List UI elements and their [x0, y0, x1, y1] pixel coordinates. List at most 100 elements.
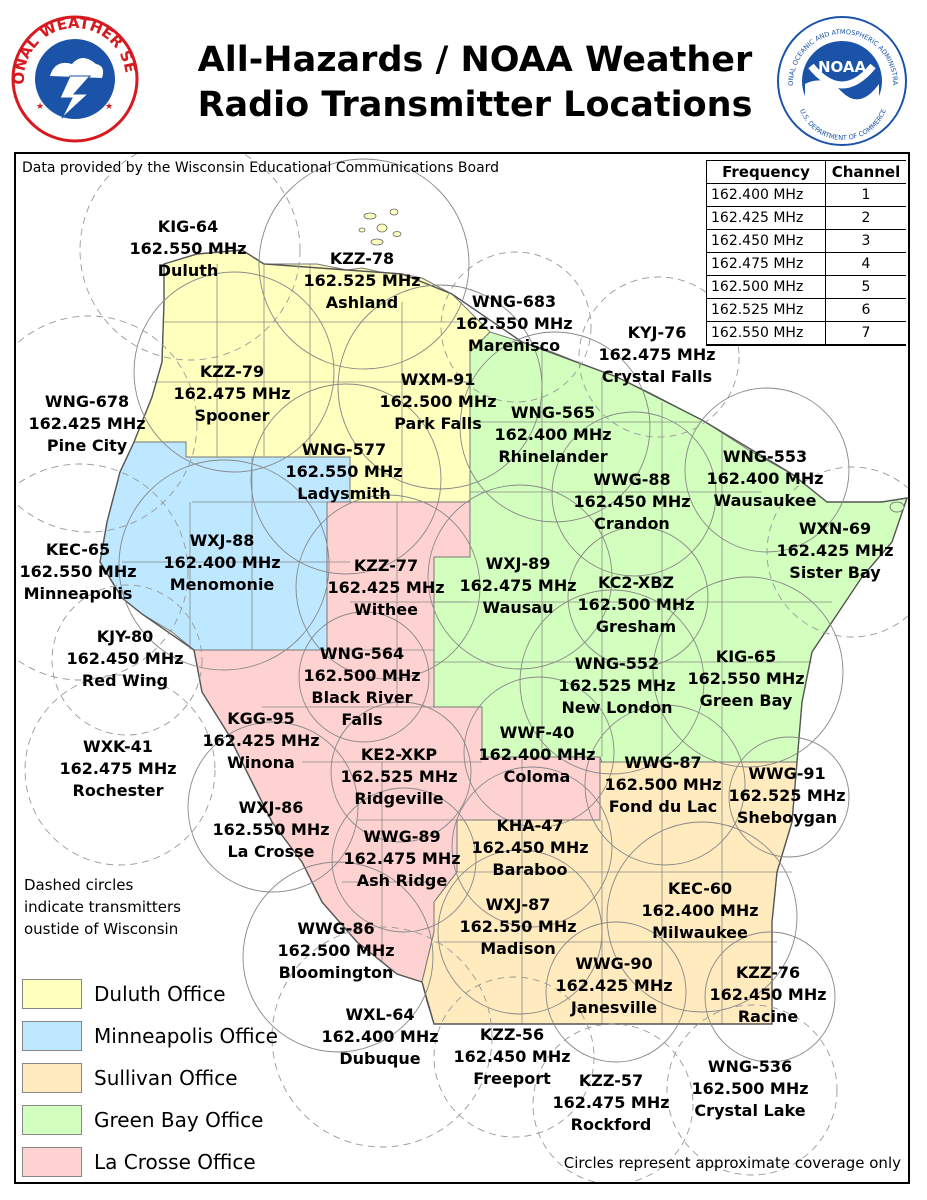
city: Racine — [737, 1007, 799, 1026]
transmitter-label-kec-60: KEC-60 162.400 MHz Milwaukee — [641, 878, 758, 944]
city: Bloomington — [278, 963, 394, 982]
frequency: 162.450 MHz — [66, 649, 184, 668]
frequency-channel-table: Frequency Channel 162.400 MHz 1 162.425 M… — [706, 160, 906, 346]
callsign: KEC-65 — [45, 540, 111, 559]
callsign: KE2-XKP — [360, 745, 438, 764]
callsign: WWF-40 — [499, 723, 575, 742]
legend-label: Sullivan Office — [94, 1066, 238, 1090]
callsign: WXJ-89 — [485, 554, 551, 573]
frequency: 162.525 MHz — [340, 767, 458, 786]
nws-logo: NATIONAL WEATHER SERVICE ★ ★ — [10, 14, 140, 143]
callsign: WNG-552 — [574, 654, 660, 673]
city: New London — [561, 698, 673, 717]
callsign: KHA-47 — [496, 816, 564, 835]
frequency-cell: 162.525 MHz — [706, 298, 826, 322]
legend-swatch — [22, 979, 82, 1009]
transmitter-label-kig-64: KIG-64 162.550 MHz Duluth — [129, 216, 246, 282]
channel-cell: 2 — [825, 206, 906, 230]
table-row: 162.425 MHz 2 — [706, 206, 906, 230]
callsign: WXJ-88 — [189, 531, 255, 550]
callsign: KZZ-78 — [329, 249, 395, 268]
callsign: WXJ-87 — [485, 895, 551, 914]
channel-cell: 7 — [825, 321, 906, 346]
frequency: 162.525 MHz — [728, 786, 846, 805]
svg-text:★: ★ — [105, 102, 113, 112]
frequency-cell: 162.425 MHz — [706, 206, 826, 230]
city: Spooner — [194, 406, 270, 425]
callsign: WWG-86 — [297, 919, 375, 938]
frequency: 162.525 MHz — [303, 271, 421, 290]
frequency: 162.550 MHz — [212, 820, 330, 839]
frequency: 162.425 MHz — [327, 578, 445, 597]
callsign: WNG-683 — [471, 292, 557, 311]
callsign: WXN-69 — [798, 519, 872, 538]
callsign: WNG-565 — [510, 403, 596, 422]
city: Milwaukee — [652, 923, 748, 942]
transmitter-label-wxj-88: WXJ-88 162.400 MHz Menomonie — [163, 530, 280, 596]
callsign: KZZ-77 — [353, 556, 419, 575]
frequency: 162.500 MHz — [691, 1079, 809, 1098]
frequency-cell: 162.475 MHz — [706, 252, 826, 276]
city: Rockford — [570, 1115, 652, 1134]
frequency: 162.450 MHz — [573, 492, 691, 511]
frequency: 162.475 MHz — [59, 759, 177, 778]
transmitter-label-wwg-86: WWG-86 162.500 MHz Bloomington — [277, 918, 394, 984]
city: Fond du Lac — [608, 797, 718, 816]
city: Ashland — [325, 293, 399, 312]
callsign: WNG-564 — [319, 644, 405, 663]
callsign: KZZ-76 — [735, 963, 801, 982]
city: Green Bay — [699, 691, 793, 710]
county-lines — [122, 264, 832, 1024]
transmitter-label-wwg-90: WWG-90 162.425 MHz Janesville — [555, 953, 672, 1019]
channel-cell: 4 — [825, 252, 906, 276]
frequency: 162.450 MHz — [709, 985, 827, 1004]
frequency: 162.550 MHz — [455, 314, 573, 333]
callsign: WNG-577 — [301, 440, 387, 459]
city: Minneapolis — [23, 584, 133, 603]
city: Ridgeville — [354, 789, 444, 808]
city: Crandon — [594, 514, 670, 533]
channel-cell: 1 — [825, 183, 906, 207]
transmitter-label-kzz-56: KZZ-56 162.450 MHz Freeport — [453, 1024, 570, 1090]
channel-header: Channel — [825, 160, 906, 184]
legend-label: Minneapolis Office — [94, 1024, 278, 1048]
frequency: 162.550 MHz — [129, 239, 247, 258]
frequency: 162.550 MHz — [687, 669, 805, 688]
frequency: 162.400 MHz — [494, 425, 612, 444]
frequency: 162.475 MHz — [173, 384, 291, 403]
transmitter-label-wwg-87: WWG-87 162.500 MHz Fond du Lac — [604, 752, 721, 818]
frequency: 162.500 MHz — [379, 392, 497, 411]
city: Winona — [227, 753, 295, 772]
transmitter-label-wxm-91: WXM-91 162.500 MHz Park Falls — [379, 369, 496, 435]
transmitter-label-wxj-86: WXJ-86 162.550 MHz La Crosse — [212, 797, 329, 863]
frequency: 162.550 MHz — [459, 917, 577, 936]
transmitter-label-kjy-80: KJY-80 162.450 MHz Red Wing — [66, 626, 183, 692]
callsign: KZZ-57 — [578, 1071, 644, 1090]
frequency: 162.450 MHz — [453, 1047, 571, 1066]
transmitter-label-wng-577: WNG-577 162.550 MHz Ladysmith — [285, 439, 402, 505]
frequency-header: Frequency — [706, 160, 826, 184]
transmitter-label-kha-47: KHA-47 162.450 MHz Baraboo — [471, 815, 588, 881]
table-row: 162.525 MHz 6 — [706, 298, 906, 322]
city: Withee — [354, 600, 418, 619]
frequency: 162.475 MHz — [552, 1093, 670, 1112]
frequency: 162.475 MHz — [343, 849, 461, 868]
callsign: WWG-87 — [624, 753, 702, 772]
frequency: 162.475 MHz — [598, 345, 716, 364]
callsign: WXM-91 — [400, 370, 476, 389]
callsign: WXL-64 — [345, 1005, 415, 1024]
transmitter-label-wwg-91: WWG-91 162.525 MHz Sheboygan — [728, 763, 845, 829]
map-frame — [14, 152, 910, 1184]
transmitter-label-kgg-95: KGG-95 162.425 MHz Winona — [202, 708, 319, 774]
note-line: indicate transmitters — [24, 898, 181, 916]
header: NATIONAL WEATHER SERVICE ★ ★ All-Hazards… — [0, 0, 927, 150]
legend-label: Green Bay Office — [94, 1108, 264, 1132]
frequency: 162.400 MHz — [321, 1027, 439, 1046]
noaa-logo: NOAA NATIONAL OCEANIC AND ATMOSPHERIC AD… — [775, 14, 907, 146]
legend-label: La Crosse Office — [94, 1150, 256, 1174]
transmitter-label-wxj-89: WXJ-89 162.475 MHz Wausau — [459, 553, 576, 619]
frequency: 162.550 MHz — [285, 462, 403, 481]
svg-text:★: ★ — [36, 102, 44, 112]
transmitter-label-wwg-88: WWG-88 162.450 MHz Crandon — [573, 469, 690, 535]
city: Red Wing — [81, 671, 169, 690]
